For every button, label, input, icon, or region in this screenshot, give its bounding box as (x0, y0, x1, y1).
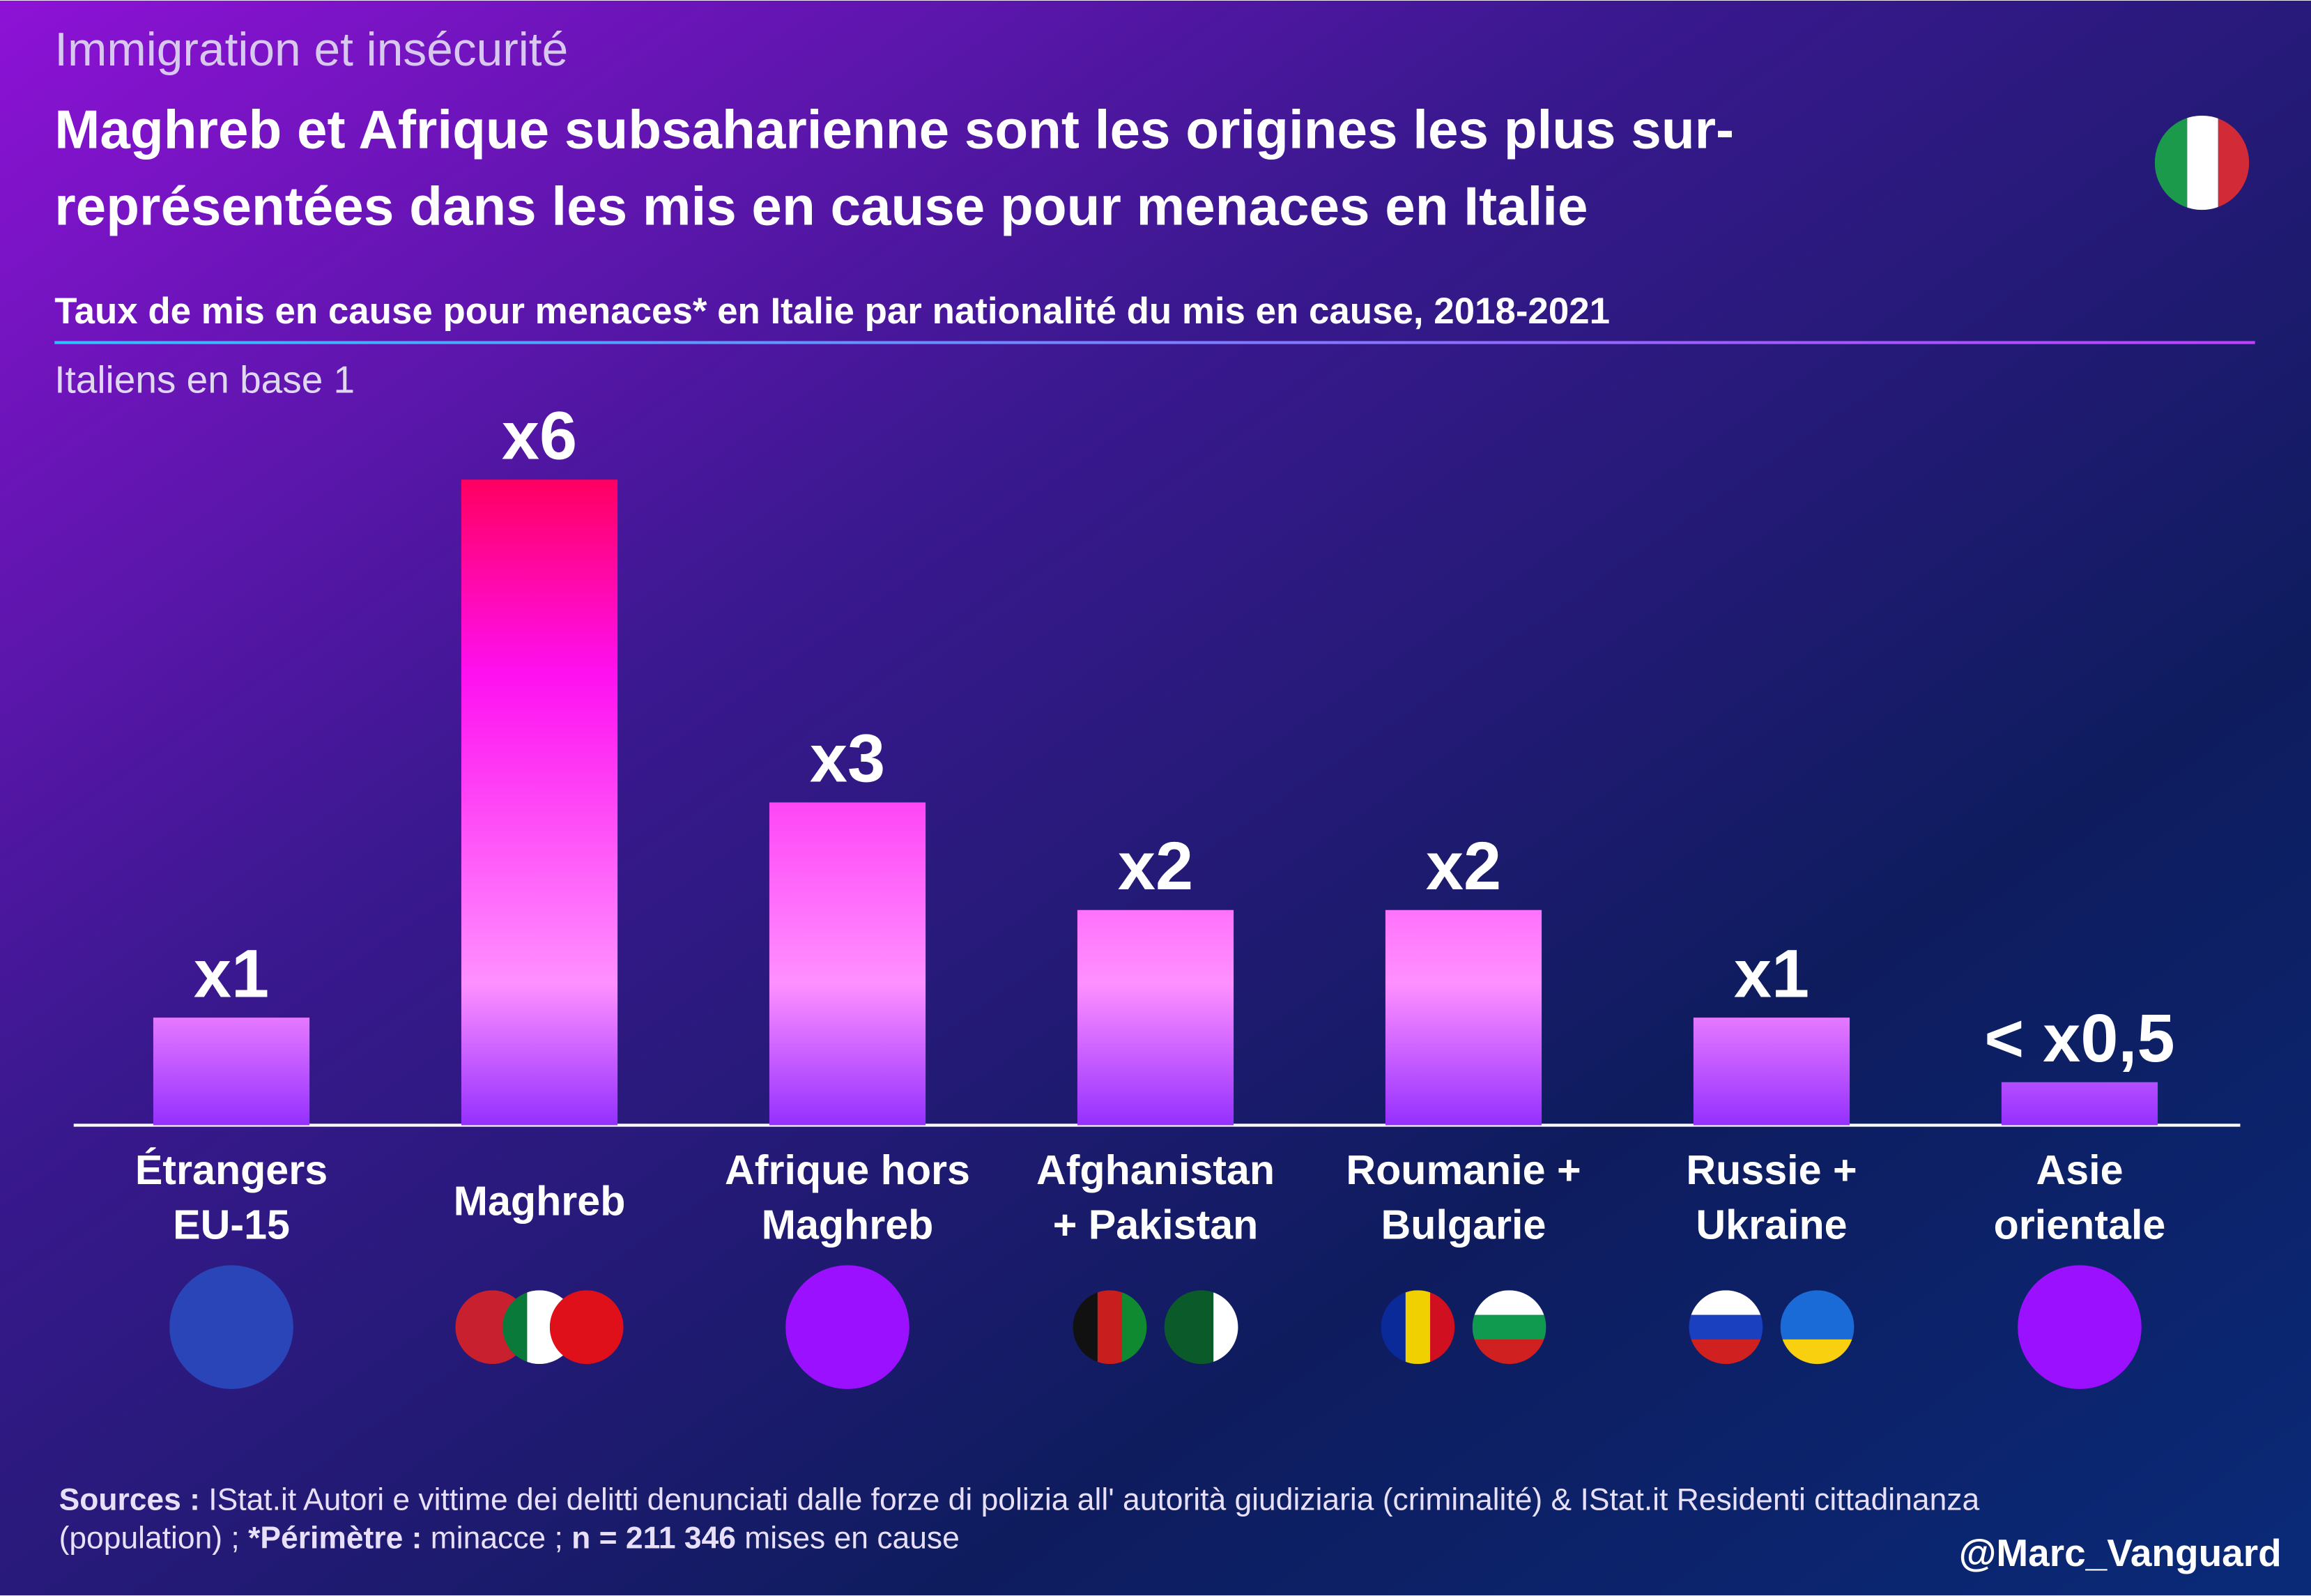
flag-icon (169, 1265, 293, 1390)
category-label: Afghanistan (1036, 1146, 1275, 1193)
bar (153, 1018, 310, 1126)
title: représentées dans les mis en cause pour … (54, 175, 1588, 236)
value-label: x1 (1734, 935, 1809, 1011)
category-label: Maghreb (454, 1177, 626, 1224)
value-label: x3 (810, 721, 885, 797)
flag-stripe (1405, 1290, 1431, 1365)
value-label: x6 (502, 398, 577, 474)
italy-flag (2154, 115, 2250, 210)
value-label: x2 (1426, 828, 1501, 904)
bar (1077, 910, 1234, 1126)
category-label: orientale (1994, 1201, 2166, 1248)
flag-stripe (2059, 1265, 2101, 1390)
title: Maghreb et Afrique subsaharienne sont le… (54, 98, 1734, 160)
category-label: Maghreb (762, 1201, 934, 1248)
perimeter: minacce ; (431, 1521, 563, 1555)
n-label: n = 211 346 (571, 1521, 736, 1555)
flag-stripe (210, 1265, 253, 1390)
category-label: + Pakistan (1053, 1201, 1259, 1248)
flag-body (785, 1265, 909, 1390)
flag-stripe (479, 1290, 506, 1365)
sources-label: Sources : (59, 1482, 200, 1517)
flag-body (2018, 1265, 2142, 1390)
flag-stripe (827, 1265, 869, 1390)
flag-icon (785, 1265, 909, 1390)
value-label: < x0,5 (1984, 1000, 2174, 1076)
flag-stripe (1780, 1314, 1855, 1340)
flag-stripe (1188, 1290, 1215, 1365)
subtitle: Taux de mis en cause pour menaces* en It… (54, 291, 1610, 332)
value-label: x1 (194, 935, 269, 1011)
flag-stripe (1472, 1314, 1546, 1340)
note: Italiens en base 1 (54, 358, 355, 401)
sources-text: (population) ; (59, 1521, 240, 1555)
value-label: x2 (1118, 828, 1193, 904)
bar (461, 479, 618, 1126)
rule (54, 341, 2255, 344)
category-label: Russie + (1686, 1146, 1857, 1193)
author: @Marc_Vanguard (1959, 1531, 2282, 1574)
bar (1693, 1018, 1850, 1126)
flag-stripe (527, 1290, 553, 1365)
sources-text: IStat.it Autori e vittime dei delitti de… (208, 1482, 1979, 1517)
category-label: EU-15 (173, 1201, 290, 1248)
n-text: mises en cause (744, 1521, 960, 1555)
category-label: Roumanie + (1346, 1146, 1581, 1193)
flag-icon (2018, 1265, 2142, 1390)
bar (1385, 910, 1542, 1126)
flag-stripe (1097, 1290, 1123, 1365)
sources: Sources : IStat.it Autori e vittime dei … (59, 1482, 1980, 1517)
flag-stripe (574, 1290, 600, 1365)
category-label: Afrique hors (725, 1146, 970, 1193)
sources: (population) ; *Périmètre : minacce ; n … (59, 1521, 960, 1555)
perimeter-label: *Périmètre : (248, 1521, 422, 1555)
flag-body (169, 1265, 293, 1390)
category-label: Ukraine (1696, 1201, 1847, 1248)
category-label: Asie (2036, 1146, 2123, 1193)
kicker: Immigration et insécurité (54, 24, 568, 76)
flag-stripe (1689, 1314, 1763, 1340)
category-label: Étrangers (135, 1146, 328, 1193)
bar (769, 802, 926, 1126)
bar (2001, 1082, 2158, 1126)
category-label: Bulgarie (1381, 1201, 1546, 1248)
